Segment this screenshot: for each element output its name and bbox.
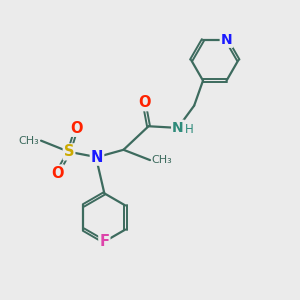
Text: CH₃: CH₃ <box>152 155 172 165</box>
Text: N: N <box>172 121 184 135</box>
Text: F: F <box>99 234 110 249</box>
Text: N: N <box>91 150 103 165</box>
Text: O: O <box>51 166 64 181</box>
Text: CH₃: CH₃ <box>19 136 40 146</box>
Text: S: S <box>64 144 74 159</box>
Text: N: N <box>221 33 232 47</box>
Text: O: O <box>138 95 150 110</box>
Text: O: O <box>70 121 82 136</box>
Text: H: H <box>184 123 193 136</box>
